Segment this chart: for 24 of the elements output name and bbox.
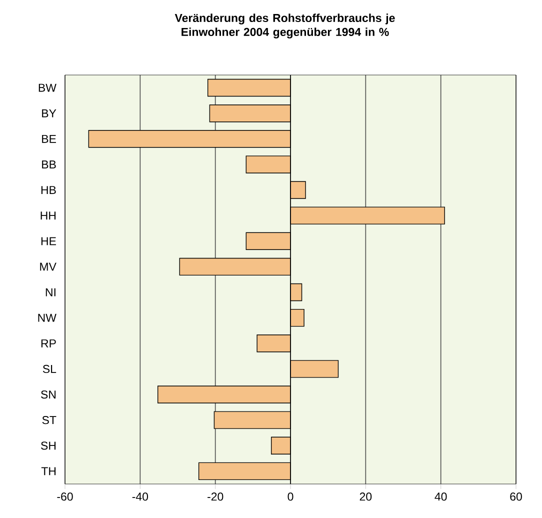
y-tick-label: BY	[42, 109, 56, 118]
y-tick-label: NW	[38, 314, 56, 322]
y-tick-label: SN	[41, 390, 56, 399]
x-tick-label: 40	[434, 492, 447, 501]
y-tick-label: BE	[42, 134, 56, 143]
chart-title: Veränderung des Rohstoffverbrauchs je Einwohner 2004 gegenüber 1994 in %	[174, 14, 395, 38]
x-tick-label: 20	[360, 492, 372, 501]
y-tick-label: HB	[41, 186, 56, 194]
x-tick-label: 60	[510, 492, 522, 501]
y-tick-label: NI	[46, 288, 56, 296]
y-tick-label: BB	[42, 160, 56, 168]
y-tick-label: MV	[40, 262, 56, 271]
y-tick-label: RP	[41, 339, 56, 348]
y-tick-label: ST	[42, 416, 56, 424]
y-tick-label: SH	[41, 442, 56, 450]
y-tick-label: HH	[40, 212, 56, 220]
y-tick-label: HE	[41, 237, 56, 246]
x-tick-label: -40	[132, 492, 148, 501]
y-tick-label: TH	[41, 467, 56, 476]
y-tick-label: BW	[38, 84, 56, 92]
y-tick-label: SL	[42, 364, 56, 374]
x-tick-label: -20	[208, 492, 224, 501]
x-tick-label: -60	[57, 492, 73, 501]
x-tick-label: 0	[288, 492, 294, 501]
